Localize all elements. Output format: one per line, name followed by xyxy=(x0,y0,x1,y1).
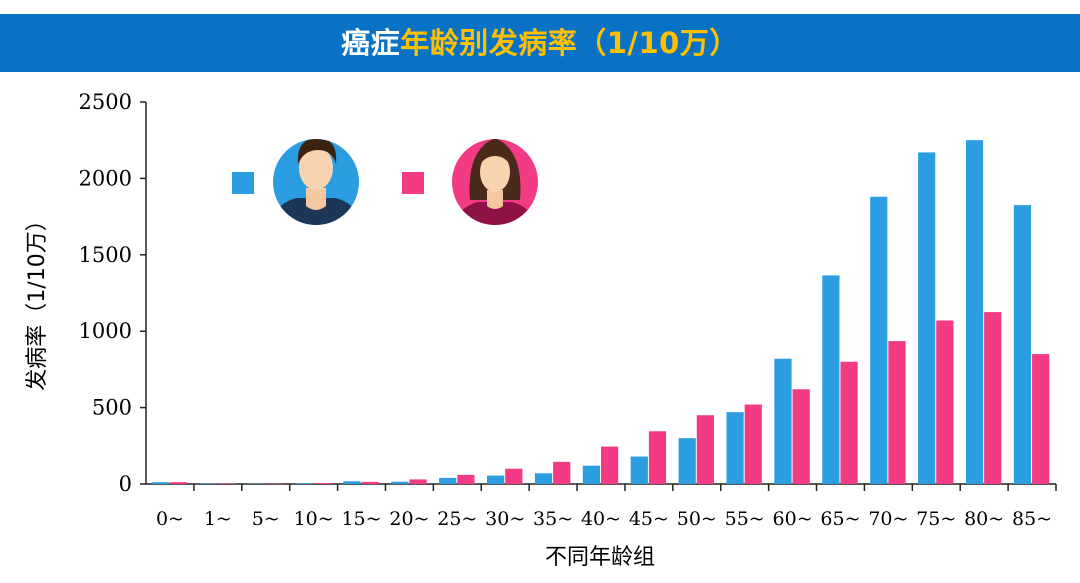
x-tick-label: 35~ xyxy=(533,508,573,530)
y-tick-label: 1500 xyxy=(79,243,132,267)
bar-female xyxy=(361,481,379,484)
y-tick-label: 500 xyxy=(92,396,132,420)
x-tick-label: 50~ xyxy=(677,508,717,530)
bar-female xyxy=(553,461,571,484)
x-tick-label: 0~ xyxy=(156,508,184,530)
x-tick-label: 70~ xyxy=(868,508,908,530)
bar-male xyxy=(965,140,984,484)
bar-female xyxy=(409,479,427,484)
x-tick-label: 20~ xyxy=(389,508,429,530)
bar-male xyxy=(439,477,457,484)
chart-title: 癌症年龄别发病率（1/10万） xyxy=(0,14,1080,72)
bar-female xyxy=(840,361,858,484)
bar-male xyxy=(630,456,648,484)
y-tick-label: 2000 xyxy=(79,166,132,190)
bar-female xyxy=(505,468,523,484)
bar-female xyxy=(984,312,1002,484)
bars xyxy=(151,140,1050,484)
x-tick-label: 65~ xyxy=(820,508,860,530)
y-tick-label: 1000 xyxy=(79,319,132,343)
title-part-1: 癌症 xyxy=(341,26,401,60)
bar-male xyxy=(774,358,792,484)
x-tick-label: 15~ xyxy=(341,508,381,530)
x-tick-label: 10~ xyxy=(294,508,334,530)
bar-female xyxy=(648,431,667,484)
bar-male xyxy=(822,275,840,484)
bar-female xyxy=(792,389,810,484)
male-avatar-icon xyxy=(273,139,359,225)
female-avatar-icon xyxy=(452,139,538,225)
y-tick-label: 2500 xyxy=(79,90,132,114)
x-tick-label: 30~ xyxy=(485,508,525,530)
x-axis-label: 不同年龄组 xyxy=(545,545,655,570)
bar-female xyxy=(457,474,475,484)
x-tick-label: 60~ xyxy=(773,508,813,530)
title-part-2: 年龄别发病率（1/10万） xyxy=(400,26,739,60)
bar-male xyxy=(870,196,888,484)
x-tick-label: 1~ xyxy=(204,508,232,530)
x-tick-label: 55~ xyxy=(725,508,765,530)
bar-male xyxy=(487,475,505,484)
x-tick-label: 80~ xyxy=(964,508,1004,530)
legend xyxy=(232,139,538,225)
bar-female xyxy=(696,415,714,484)
bar-male xyxy=(151,482,169,484)
bar-male xyxy=(391,481,409,484)
bar-male xyxy=(534,473,553,484)
bar-female xyxy=(601,446,619,484)
legend-female-swatch xyxy=(402,172,424,194)
bar-female xyxy=(1032,354,1050,484)
y-axis-label: 发病率（1/10万） xyxy=(25,209,50,390)
y-ticks: 0 500 1000 1500 2000 2500 xyxy=(79,90,146,496)
bar-female xyxy=(169,482,188,484)
x-tick-label: 45~ xyxy=(629,508,669,530)
x-tick-label: 5~ xyxy=(252,508,280,530)
x-ticks: 0~ 1~ 5~ 10~ 15~ 20~ 25~ 30~ 35~ 40~ 45~ 50~ 55~ 60~ 6… xyxy=(156,484,1057,530)
bar-male xyxy=(678,438,696,484)
bar-female xyxy=(744,404,762,484)
bar-female xyxy=(888,341,906,484)
bar-male xyxy=(1013,205,1032,484)
x-tick-label: 25~ xyxy=(437,508,477,530)
bar-male xyxy=(295,483,313,484)
bar-male xyxy=(726,412,744,484)
title-bar: 癌症年龄别发病率（1/10万） xyxy=(0,14,1080,72)
x-tick-label: 75~ xyxy=(916,508,956,530)
y-tick-label: 0 xyxy=(119,472,132,496)
bar-female xyxy=(936,320,954,484)
legend-male-swatch xyxy=(232,172,254,194)
bar-male xyxy=(343,481,361,484)
x-tick-label: 85~ xyxy=(1012,508,1052,530)
x-tick-label: 40~ xyxy=(581,508,621,530)
bar-male xyxy=(582,465,600,484)
bar-male xyxy=(918,152,936,484)
bar-female xyxy=(313,483,331,484)
